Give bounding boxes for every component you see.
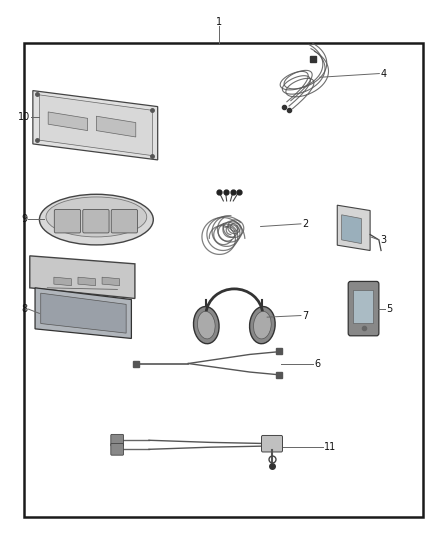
Text: 9: 9 xyxy=(21,214,27,223)
Bar xyxy=(24,43,423,517)
Polygon shape xyxy=(35,288,131,338)
FancyBboxPatch shape xyxy=(348,281,379,336)
Ellipse shape xyxy=(254,311,271,339)
FancyBboxPatch shape xyxy=(261,435,283,452)
Ellipse shape xyxy=(198,311,215,339)
Text: 6: 6 xyxy=(314,359,321,368)
Polygon shape xyxy=(342,215,361,244)
Text: 8: 8 xyxy=(21,304,27,314)
Text: 1: 1 xyxy=(216,18,222,27)
Polygon shape xyxy=(102,277,120,286)
Polygon shape xyxy=(41,293,126,333)
Polygon shape xyxy=(54,277,71,286)
FancyBboxPatch shape xyxy=(111,434,124,446)
Polygon shape xyxy=(33,91,158,160)
Text: 10: 10 xyxy=(18,112,30,122)
FancyBboxPatch shape xyxy=(83,209,109,233)
Ellipse shape xyxy=(250,306,275,344)
Polygon shape xyxy=(96,116,136,137)
Ellipse shape xyxy=(46,197,147,237)
Text: 2: 2 xyxy=(302,219,308,229)
Text: 7: 7 xyxy=(302,311,308,320)
Text: 3: 3 xyxy=(380,235,386,245)
Ellipse shape xyxy=(39,195,153,245)
FancyBboxPatch shape xyxy=(54,209,81,233)
FancyBboxPatch shape xyxy=(111,209,138,233)
Polygon shape xyxy=(337,205,370,251)
Polygon shape xyxy=(78,277,95,286)
Text: 4: 4 xyxy=(381,69,387,78)
Ellipse shape xyxy=(194,306,219,344)
Polygon shape xyxy=(48,112,88,131)
Polygon shape xyxy=(39,95,152,156)
Polygon shape xyxy=(30,256,135,298)
Text: 5: 5 xyxy=(386,304,392,314)
FancyBboxPatch shape xyxy=(353,290,373,323)
Text: 11: 11 xyxy=(324,442,336,451)
FancyBboxPatch shape xyxy=(111,443,124,455)
